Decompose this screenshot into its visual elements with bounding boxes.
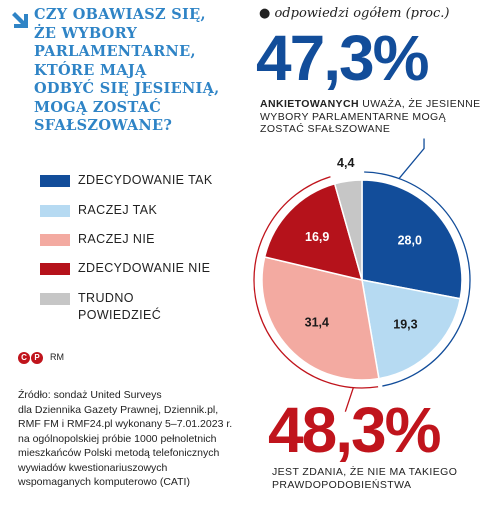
bracket-nie: [253, 176, 379, 389]
source-note: Źródło: sondaż United Surveys dla Dzienn…: [18, 388, 243, 490]
title-line: SFAŁSZOWANE?: [34, 117, 173, 134]
callout-brackets: [253, 138, 471, 412]
title-line: ŻE WYBORY: [34, 24, 138, 42]
pie-slice-raczej-nie: [261, 256, 380, 381]
connector-tak: [398, 138, 425, 179]
arrow-down-right-icon: [12, 12, 28, 28]
pie-label-raczej-tak: 19,3: [393, 317, 417, 331]
top-callout-value: 47,3%: [256, 22, 429, 94]
legend-label-line: TRUDNO: [78, 291, 134, 305]
source-line: RMF FM i RMF24.pl wykonany 5–7.01.2023 r…: [18, 418, 233, 430]
legend-label: RACZEJ NIE: [78, 232, 155, 246]
copyright-rm: RM: [50, 352, 64, 362]
source-line: na ogólnopolskiej próbie 1000 pełnoletni…: [18, 432, 217, 445]
chart-title: CZY OBAWIASZ SIĘ, ŻE WYBORY PARLAMENTARN…: [34, 6, 239, 136]
copyright-c-icon: C: [18, 352, 30, 364]
pie-labels: 28,0 19,3 31,4 16,9 4,4: [305, 156, 422, 331]
legend-item: RACZEJ NIE: [40, 231, 270, 251]
pie-slice-zdecydowanie-tak: [361, 179, 463, 300]
copyright-p-icon: P: [31, 352, 43, 364]
title-line: KTÓRE MAJĄ: [34, 61, 147, 79]
legend-swatch: [40, 263, 70, 275]
pie-label-zdecydowanie-tak: 28,0: [398, 233, 422, 247]
top-callout-bold: ANKIETOWANYCH: [260, 98, 359, 110]
pie-label-raczej-nie: 31,4: [305, 315, 329, 329]
source-line: wywiadów kwestionariuszowych: [18, 461, 168, 474]
source-line: dla Dziennika Gazety Prawnej, Dziennik.p…: [18, 403, 219, 416]
legend-item: TRUDNO POWIEDZIEĆ: [40, 290, 270, 326]
bottom-callout-value: 48,3%: [268, 394, 441, 466]
legend-label: ZDECYDOWANIE NIE: [78, 261, 211, 275]
subtitle-text: odpowiedzi ogółem (proc.): [274, 6, 450, 21]
legend-swatch: [40, 293, 70, 305]
top-callout-description: ANKIETOWANYCH UWAŻA, ŻE JESIENNE WYBORY …: [260, 98, 490, 136]
legend-label: RACZEJ TAK: [78, 203, 158, 217]
legend-swatch: [40, 234, 70, 246]
title-line: MOGĄ ZOSTAĆ: [34, 98, 162, 116]
legend-item: ZDECYDOWANIE TAK: [40, 172, 270, 192]
source-line: Źródło: sondaż United Surveys: [18, 389, 162, 401]
connector-nie: [344, 387, 354, 412]
legend-label-line: POWIEDZIEĆ: [78, 308, 162, 322]
pie-label-trudno-powiedziec: 4,4: [337, 156, 354, 170]
title-line: PARLAMENTARNE,: [34, 43, 196, 60]
chart-subtitle: ● odpowiedzi ogółem (proc.): [259, 6, 449, 21]
legend-label: TRUDNO POWIEDZIEĆ: [78, 290, 161, 324]
legend-label: ZDECYDOWANIE TAK: [78, 173, 213, 187]
legend-item: RACZEJ TAK: [40, 202, 270, 222]
legend-swatch: [40, 175, 70, 187]
copyright: C P RM: [18, 352, 64, 364]
pie-slice-zdecydowanie-nie: [263, 182, 364, 282]
top-callout-rest: UWAŻA, ŻE JESIENNE WYBORY PARLAMENTARNE …: [260, 98, 481, 135]
legend-item: ZDECYDOWANIE NIE: [40, 260, 270, 280]
source-line: mieszkańców Polski metodą telefonicznych: [18, 447, 220, 459]
pie-slice-trudno-powiedziec: [333, 179, 363, 281]
legend-swatch: [40, 205, 70, 217]
pie-label-zdecydowanie-nie: 16,9: [305, 230, 329, 244]
title-line: ODBYĆ SIĘ JESIENIĄ,: [34, 80, 220, 97]
pie-slices: [261, 179, 463, 381]
pie-slice-raczej-tak: [361, 279, 462, 380]
bullet-icon: ●: [259, 6, 271, 21]
title-line: CZY OBAWIASZ SIĘ,: [34, 6, 206, 23]
bottom-callout-description: JEST ZDANIA, ŻE NIE MA TAKIEGO PRAWDOPOD…: [272, 466, 458, 491]
source-line: wspomaganych komputerowo (CATI): [18, 476, 190, 488]
bracket-tak: [364, 171, 471, 387]
